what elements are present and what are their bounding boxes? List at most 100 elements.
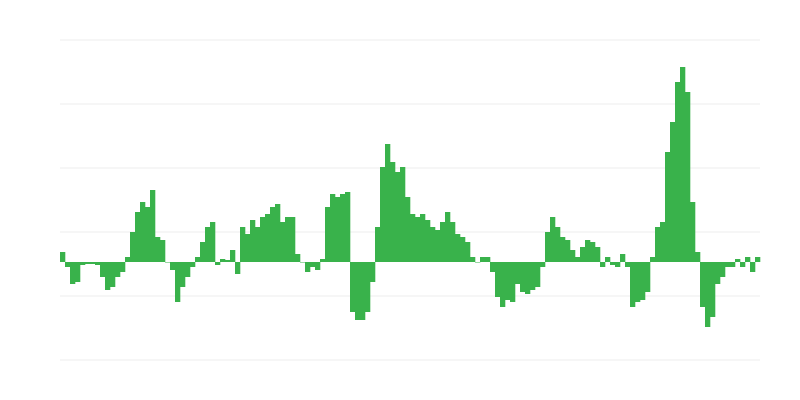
bar [245, 234, 251, 262]
bar [475, 262, 481, 263]
bar [625, 262, 631, 267]
bar [285, 217, 291, 262]
bar [80, 262, 86, 265]
bar [260, 217, 266, 262]
bar [595, 247, 601, 262]
bar [190, 262, 196, 267]
bar [355, 262, 361, 320]
bar [60, 252, 66, 262]
bar [215, 262, 221, 265]
bar [235, 262, 241, 274]
bar [120, 262, 126, 272]
bar [410, 214, 416, 262]
bar [670, 122, 676, 262]
bar [345, 192, 351, 262]
bar [720, 262, 726, 277]
bar [580, 247, 586, 262]
bar [200, 242, 206, 262]
bar [290, 217, 296, 262]
bar [90, 262, 96, 264]
bar [85, 262, 91, 264]
bar [695, 252, 701, 262]
bar [115, 262, 121, 277]
bar [495, 262, 501, 297]
bar [540, 262, 546, 267]
bar [95, 262, 101, 265]
bar [440, 222, 446, 262]
bar [480, 257, 486, 262]
bar [705, 262, 711, 327]
bar [105, 262, 111, 290]
bar [335, 197, 341, 262]
bar [150, 190, 156, 262]
bar [560, 237, 566, 262]
bar [210, 222, 216, 262]
bar [270, 207, 276, 262]
bar [525, 262, 531, 294]
bar [185, 262, 191, 277]
bar [435, 230, 441, 262]
bar [110, 262, 116, 287]
bar [570, 250, 576, 262]
bar [675, 82, 681, 262]
bar [575, 257, 581, 262]
bar [645, 262, 651, 292]
bar [710, 262, 716, 317]
bar [370, 262, 376, 282]
bar [630, 262, 636, 307]
bar [565, 240, 571, 262]
bar [180, 262, 186, 287]
bar [315, 262, 321, 270]
bar [455, 234, 461, 262]
bar [460, 237, 466, 262]
bar [65, 262, 71, 267]
bar [250, 220, 256, 262]
bar [350, 262, 356, 312]
bar [510, 262, 516, 302]
bar [75, 262, 81, 282]
bar [155, 237, 161, 262]
bar [635, 262, 641, 302]
bar [145, 207, 151, 262]
bar [385, 144, 391, 262]
bar [535, 262, 541, 287]
bar [125, 257, 131, 262]
bar [685, 92, 691, 262]
bar [725, 262, 731, 267]
bar [390, 162, 396, 262]
bar [585, 240, 591, 262]
bar [640, 262, 646, 300]
bar [465, 242, 471, 262]
bar [160, 240, 166, 262]
bar [300, 262, 306, 263]
bar [515, 262, 521, 284]
bar [700, 262, 706, 307]
bar [365, 262, 371, 312]
bar [265, 214, 271, 262]
bar [240, 227, 246, 262]
bar [255, 227, 261, 262]
bar [130, 232, 136, 262]
bar [280, 222, 286, 262]
bar [655, 227, 661, 262]
bar [425, 220, 431, 262]
bar [605, 257, 611, 262]
bar [450, 222, 456, 262]
bar [325, 207, 331, 262]
bar [680, 67, 686, 262]
bar [745, 257, 751, 262]
bar [600, 262, 606, 267]
bar [740, 262, 746, 267]
bar [610, 262, 616, 265]
bar [295, 254, 301, 262]
bar [275, 204, 281, 262]
bar [310, 262, 316, 267]
bar [70, 262, 76, 284]
bar [485, 257, 491, 262]
bar [135, 212, 141, 262]
bar [555, 227, 561, 262]
bar [490, 262, 496, 272]
bar [305, 262, 311, 272]
bar [730, 262, 736, 267]
bar [470, 257, 476, 262]
